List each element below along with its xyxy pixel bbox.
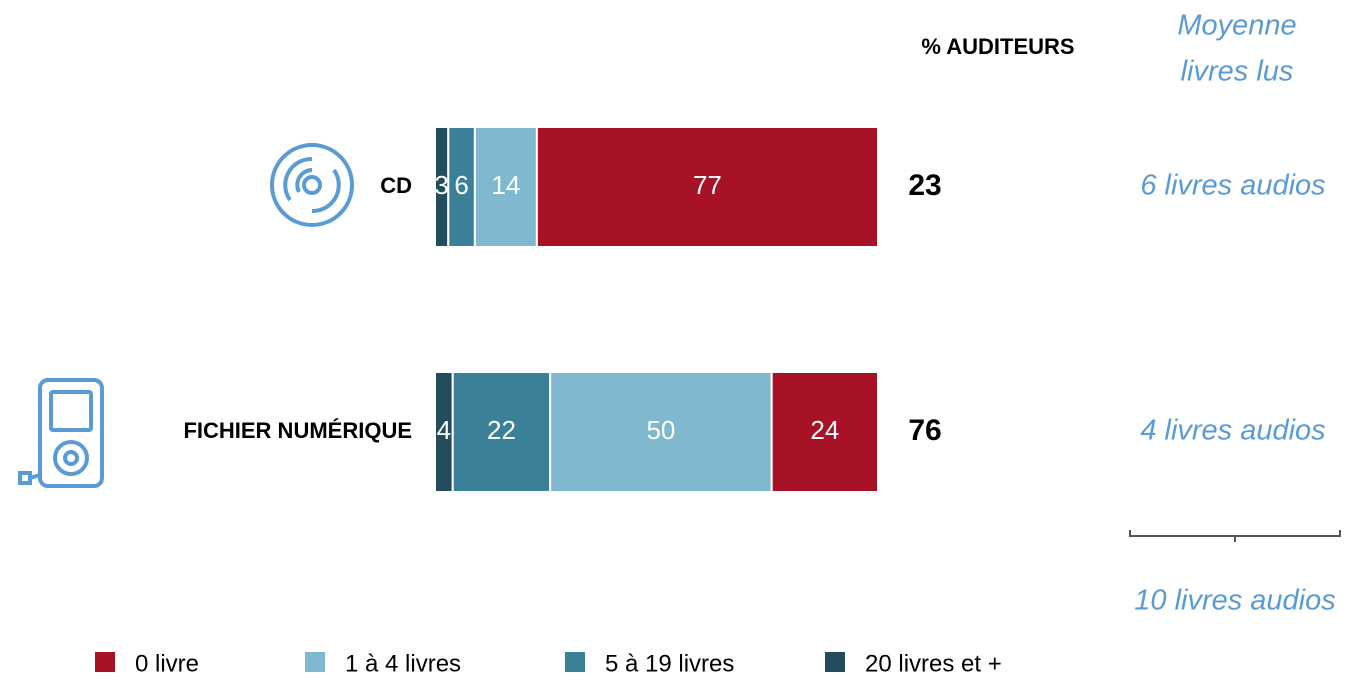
legend-label: 0 livre <box>135 650 199 677</box>
value-label: 24 <box>810 415 839 445</box>
category-label: FICHIER NUMÉRIQUE <box>183 418 412 443</box>
legend-label: 1 à 4 livres <box>345 650 461 677</box>
auditeurs-header: % AUDITEURS <box>921 34 1074 59</box>
legend-swatch <box>565 652 585 672</box>
legend-swatch <box>305 652 325 672</box>
moyenne-header: livres lus <box>1181 56 1294 88</box>
scale-annotation: 10 livres audios <box>1134 585 1336 617</box>
value-label: 4 <box>437 415 451 445</box>
scale-bracket <box>1129 530 1341 542</box>
bar-segment <box>447 126 476 248</box>
value-label: 22 <box>487 415 516 445</box>
cd-icon <box>270 143 354 227</box>
legend-swatch <box>825 652 845 672</box>
moyenne-value: 4 livres audios <box>1140 415 1325 447</box>
moyenne-header: Moyenne <box>1177 10 1296 42</box>
bar-segment <box>549 371 773 493</box>
category-label: CD <box>380 173 412 198</box>
value-label: 77 <box>693 170 722 200</box>
auditeurs-value: 23 <box>908 169 941 202</box>
moyenne-value: 6 livres audios <box>1140 170 1325 202</box>
legend-label: 20 livres et + <box>865 650 1002 677</box>
bar-segment <box>451 371 552 493</box>
bar-segment <box>535 126 879 248</box>
value-label: 3 <box>434 170 448 200</box>
legend-swatch <box>95 652 115 672</box>
legend-label: 5 à 19 livres <box>605 650 734 677</box>
value-label: 6 <box>454 170 468 200</box>
player-icon <box>18 378 104 488</box>
value-label: 50 <box>646 415 675 445</box>
auditeurs-value: 76 <box>908 414 941 447</box>
value-label: 14 <box>491 170 520 200</box>
bar-segment <box>770 371 879 493</box>
